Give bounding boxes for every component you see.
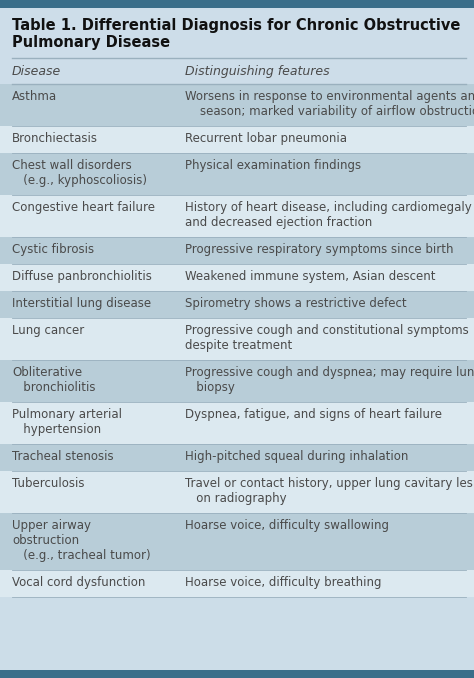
Text: Recurrent lobar pneumonia: Recurrent lobar pneumonia [185,132,347,145]
Text: Table 1. Differential Diagnosis for Chronic Obstructive
Pulmonary Disease: Table 1. Differential Diagnosis for Chro… [12,18,460,50]
Bar [0,402,474,444]
Text: Tracheal stenosis: Tracheal stenosis [12,450,114,463]
Text: Hoarse voice, difficulty swallowing: Hoarse voice, difficulty swallowing [185,519,389,532]
Bar [0,471,474,513]
Bar [0,570,474,597]
Bar [0,0,474,8]
Text: Upper airway
obstruction
   (e.g., tracheal tumor): Upper airway obstruction (e.g., tracheal… [12,519,151,562]
Text: Progressive cough and constitutional symptoms
despite treatment: Progressive cough and constitutional sym… [185,324,469,352]
Text: Distinguishing features: Distinguishing features [185,65,329,78]
Bar [0,318,474,360]
Bar [0,237,474,264]
Text: Physical examination findings: Physical examination findings [185,159,361,172]
Text: Weakened immune system, Asian descent: Weakened immune system, Asian descent [185,270,436,283]
Bar [0,8,474,58]
Bar [0,58,474,84]
Bar [0,126,474,153]
Text: Pulmonary arterial
   hypertension: Pulmonary arterial hypertension [12,408,122,436]
Text: Congestive heart failure: Congestive heart failure [12,201,155,214]
Bar [0,670,474,678]
Bar [0,195,474,237]
Text: Progressive cough and dyspnea; may require lung
   biopsy: Progressive cough and dyspnea; may requi… [185,366,474,394]
Bar [0,597,474,670]
Text: Bronchiectasis: Bronchiectasis [12,132,98,145]
Text: Hoarse voice, difficulty breathing: Hoarse voice, difficulty breathing [185,576,382,589]
Bar [0,153,474,195]
Text: Interstitial lung disease: Interstitial lung disease [12,297,151,310]
Text: High-pitched squeal during inhalation: High-pitched squeal during inhalation [185,450,409,463]
Text: Travel or contact history, upper lung cavitary lesion
   on radiography: Travel or contact history, upper lung ca… [185,477,474,505]
Text: Asthma: Asthma [12,90,57,103]
Text: Dyspnea, fatigue, and signs of heart failure: Dyspnea, fatigue, and signs of heart fai… [185,408,442,421]
Text: Vocal cord dysfunction: Vocal cord dysfunction [12,576,146,589]
Text: Lung cancer: Lung cancer [12,324,84,337]
Bar [0,513,474,570]
Text: Diffuse panbronchiolitis: Diffuse panbronchiolitis [12,270,152,283]
Text: Progressive respiratory symptoms since birth: Progressive respiratory symptoms since b… [185,243,454,256]
Text: Obliterative
   bronchiolitis: Obliterative bronchiolitis [12,366,95,394]
Text: Spirometry shows a restrictive defect: Spirometry shows a restrictive defect [185,297,407,310]
Bar [0,291,474,318]
Text: Tuberculosis: Tuberculosis [12,477,84,490]
Bar [0,444,474,471]
Text: Disease: Disease [12,65,61,78]
Bar [0,360,474,402]
Text: History of heart disease, including cardiomegaly
and decreased ejection fraction: History of heart disease, including card… [185,201,472,229]
Text: Chest wall disorders
   (e.g., kyphoscoliosis): Chest wall disorders (e.g., kyphoscolios… [12,159,147,187]
Text: Cystic fibrosis: Cystic fibrosis [12,243,94,256]
Bar [0,264,474,291]
Bar [0,84,474,126]
Text: Worsens in response to environmental agents and
    season; marked variability o: Worsens in response to environmental age… [185,90,474,118]
